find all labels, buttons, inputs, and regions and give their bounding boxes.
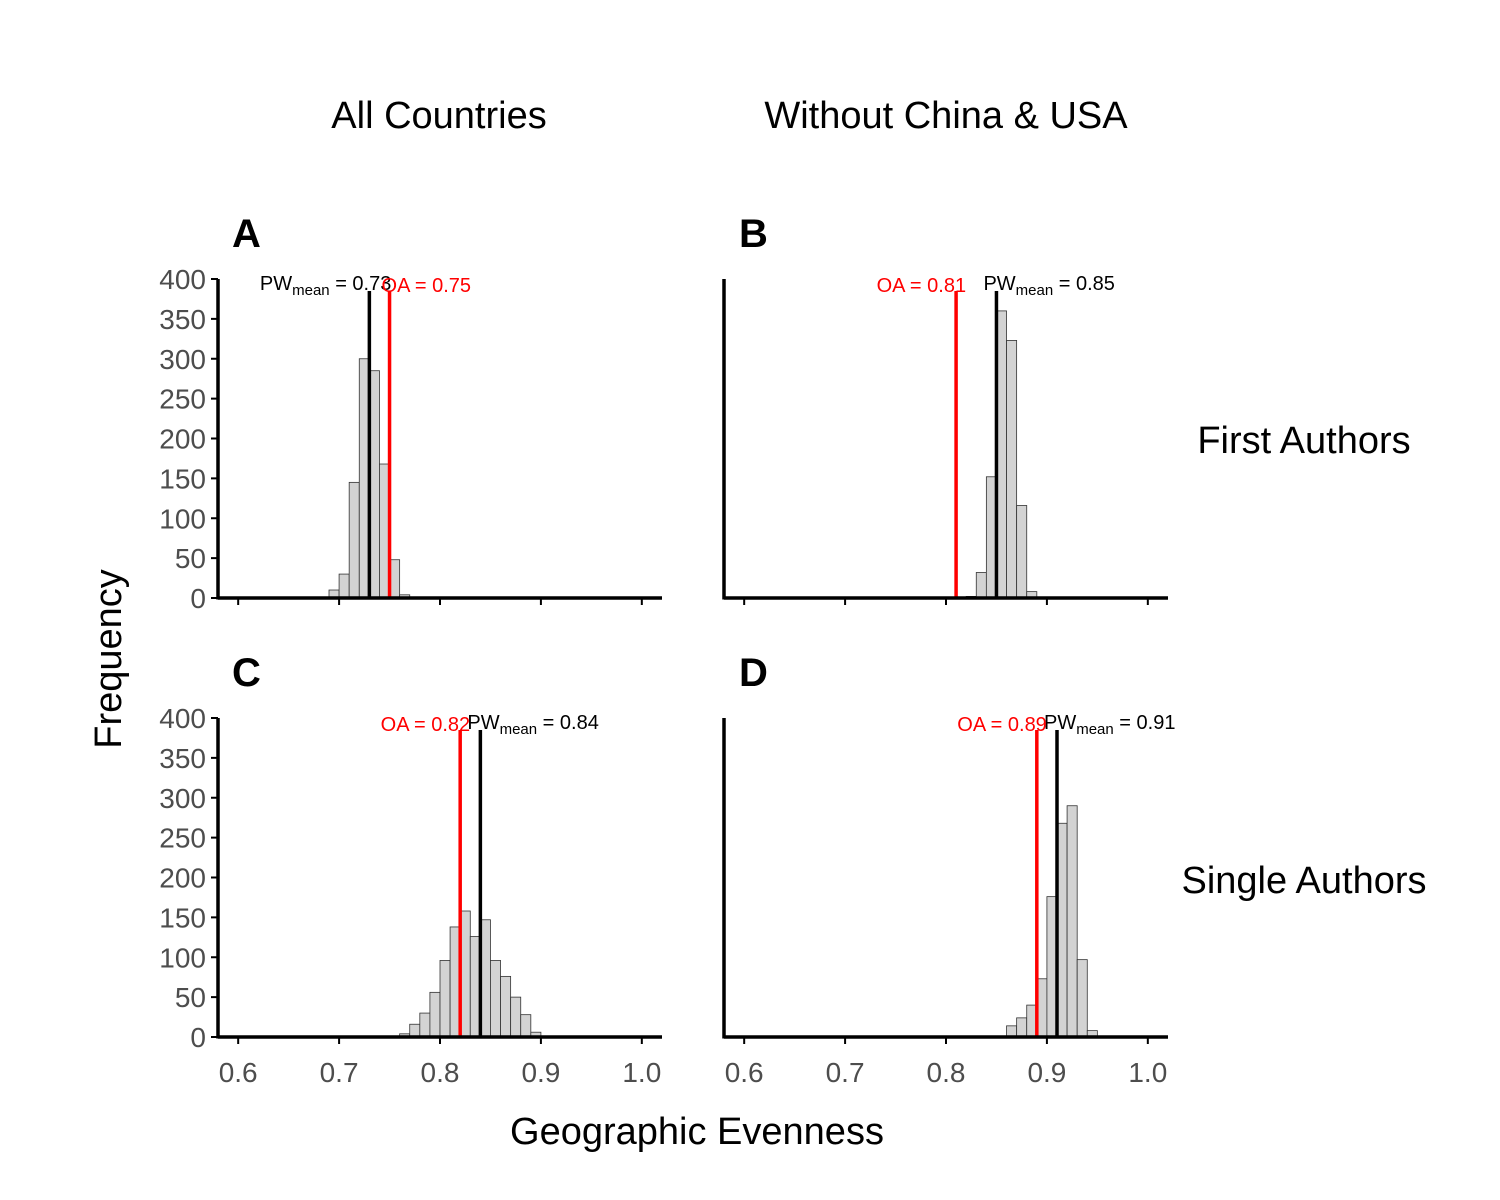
histogram-bar — [439, 960, 451, 1038]
x-tick-label: 0.8 — [927, 1057, 966, 1088]
histogram-bar — [1066, 805, 1078, 1038]
oa-label: OA = 0.82 — [381, 714, 471, 736]
x-tick-label: 0.7 — [826, 1057, 865, 1088]
x-axis-title: Geographic Evenness — [510, 1111, 884, 1153]
histogram-bar — [338, 573, 350, 599]
histogram-bar — [1006, 340, 1018, 599]
oa-label: OA = 0.81 — [877, 275, 967, 297]
histogram-bar — [409, 1023, 421, 1038]
row-title-single-authors: Single Authors — [1181, 860, 1426, 902]
x-tick-label: 0.6 — [725, 1057, 764, 1088]
panel-b: B PWmean = 0.85 OA = 0.81 — [722, 212, 1168, 605]
x-tick-label: 0.8 — [421, 1057, 460, 1088]
histogram-bar — [520, 1014, 532, 1038]
panel-tag-d: D — [739, 651, 768, 695]
x-tick-label: 0.9 — [1027, 1057, 1066, 1088]
x-tick-label: 0.7 — [320, 1057, 359, 1088]
pw-mean-label: PWmean = 0.84 — [467, 712, 598, 738]
y-axis-title: Frequency — [88, 569, 130, 749]
x-tick-label: 1.0 — [1128, 1057, 1167, 1088]
y-tick-label: 400 — [159, 703, 206, 734]
histogram-bar — [1076, 959, 1088, 1038]
y-tick-label: 150 — [159, 902, 206, 933]
column-title-without-china-usa: Without China & USA — [764, 95, 1128, 137]
y-tick-label: 100 — [159, 503, 206, 534]
y-tick-label: 150 — [159, 463, 206, 494]
panel-tag-a: A — [232, 212, 261, 256]
histogram-bar — [510, 996, 522, 1038]
histogram-bar — [419, 1012, 431, 1038]
y-tick-label: 0 — [190, 1022, 206, 1053]
y-tick-label: 50 — [175, 982, 206, 1013]
y-tick-label: 50 — [175, 543, 206, 574]
y-tick-label: 200 — [159, 863, 206, 894]
column-title-all-countries: All Countries — [331, 95, 546, 137]
y-tick-label: 400 — [159, 264, 206, 295]
histogram-bar — [429, 991, 441, 1038]
y-tick-label: 300 — [159, 783, 206, 814]
oa-label: OA = 0.75 — [382, 275, 472, 297]
histogram-bar — [490, 960, 501, 1038]
y-tick-label: 350 — [159, 304, 206, 335]
histogram-bar — [1016, 1017, 1028, 1038]
histogram-bar — [500, 975, 512, 1038]
pw-mean-label: PWmean = 0.85 — [983, 273, 1114, 299]
x-tick-label: 0.9 — [521, 1057, 560, 1088]
panel-tag-c: C — [232, 651, 261, 695]
y-tick-label: 250 — [159, 384, 206, 415]
y-tick-label: 0 — [190, 583, 206, 614]
panel-tag-b: B — [739, 212, 768, 256]
histogram-bar — [348, 481, 360, 599]
y-tick-label: 100 — [159, 942, 206, 973]
y-tick-label: 200 — [159, 424, 206, 455]
panel-b-plot: PWmean = 0.85 OA = 0.81 — [722, 273, 1168, 605]
oa-label: OA = 0.89 — [957, 714, 1047, 736]
row-title-first-authors: First Authors — [1197, 420, 1410, 462]
x-tick-label: 1.0 — [622, 1057, 661, 1088]
y-tick-label: 350 — [159, 743, 206, 774]
pw-mean-label: PWmean = 0.91 — [1044, 712, 1175, 738]
histogram-bar — [975, 572, 987, 599]
y-tick-label: 250 — [159, 823, 206, 854]
y-tick-label: 300 — [159, 344, 206, 375]
pw-mean-label: PWmean = 0.73 — [260, 273, 391, 299]
x-tick-label: 0.6 — [219, 1057, 258, 1088]
histogram-bar — [1016, 505, 1028, 599]
